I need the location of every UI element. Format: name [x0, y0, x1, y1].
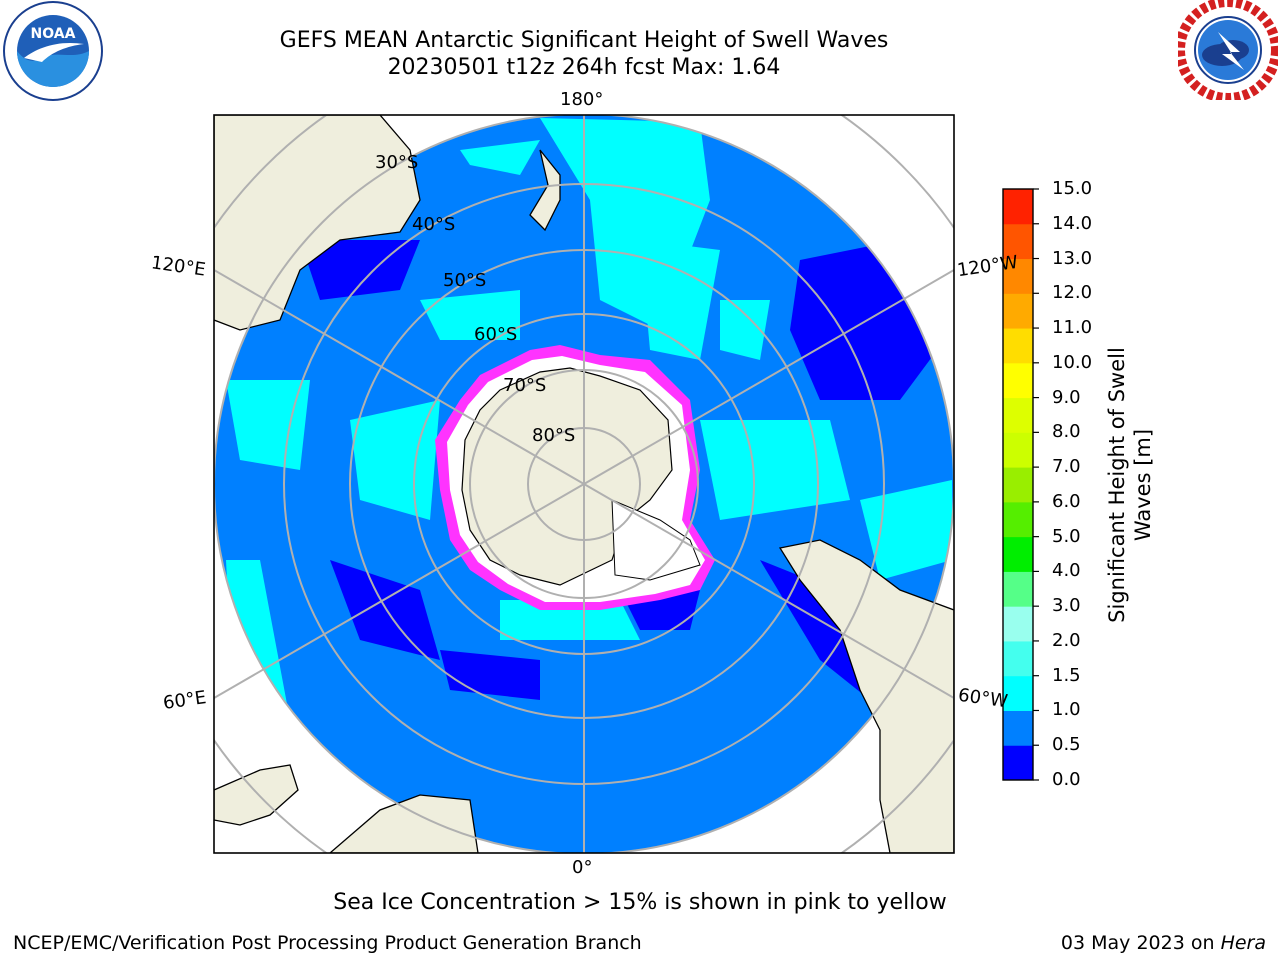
- colorbar-title: Significant Height of Swell Waves [m]: [1104, 325, 1156, 645]
- colorbar-segment: [1003, 501, 1033, 538]
- land-masses: [214, 115, 954, 853]
- colorbar-tick-label: 10.0: [1052, 351, 1093, 373]
- colorbar-segment: [1003, 675, 1033, 711]
- nws-logo-icon: [1175, 0, 1280, 104]
- colorbar-tick-label: 4.0: [1052, 560, 1081, 582]
- colorbar-segment: [1003, 432, 1033, 468]
- lat-label-30s: 30°S: [375, 152, 419, 173]
- colorbar-tick-label: 5.0: [1052, 525, 1081, 547]
- colorbar-frame: [1002, 188, 1034, 781]
- colorbar-tick-label: 2.0: [1052, 629, 1081, 651]
- colorbar-tick-label: 11.0: [1052, 317, 1093, 339]
- colorbar-tick-label: 1.0: [1052, 699, 1081, 721]
- colorbar-tick-label: 7.0: [1052, 456, 1081, 478]
- colorbar-segment: [1003, 536, 1033, 572]
- colorbar-tick-label: 8.0: [1052, 421, 1081, 443]
- lon-label-180: 180°: [560, 89, 604, 110]
- colorbar-tick-label: 15.0: [1052, 178, 1093, 199]
- antarctica: [435, 345, 715, 610]
- lat-label-40s: 40°S: [412, 214, 456, 235]
- graticule: [214, 115, 954, 853]
- colorbar-segment: [1003, 710, 1033, 746]
- lat-label-80s: 80°S: [532, 425, 576, 446]
- colorbar-segment: [1003, 362, 1033, 399]
- colorbar: [1002, 188, 1039, 781]
- colorbar-tick-label: 13.0: [1052, 247, 1093, 269]
- colorbar-segment: [1003, 467, 1033, 503]
- colorbar-tick-label: 12.0: [1052, 282, 1093, 304]
- colorbar-segment: [1003, 223, 1033, 260]
- lat-label-50s: 50°S: [443, 270, 487, 291]
- colorbar-segment: [1003, 293, 1033, 329]
- colorbar-segment: [1003, 745, 1033, 781]
- colorbar-tick-label: 0.5: [1052, 734, 1081, 756]
- colorbar-segment: [1003, 571, 1033, 607]
- colorbar-segment: [1003, 189, 1033, 225]
- colorbar-segment: [1003, 606, 1033, 642]
- colorbar-segment: [1003, 258, 1033, 294]
- colorbar-segment: [1003, 397, 1033, 433]
- footer-branch: NCEP/EMC/Verification Post Processing Pr…: [13, 932, 642, 954]
- lon-label-0: 0°: [572, 857, 593, 878]
- colorbar-tick-label: 0.0: [1052, 769, 1081, 790]
- colorbar-tick-label: 9.0: [1052, 386, 1081, 408]
- footer-machine: Hera: [1220, 932, 1266, 954]
- footer-date-text: 03 May 2023 on: [1060, 932, 1221, 954]
- noaa-logo-icon: NOAA: [2, 0, 104, 106]
- colorbar-tick-label: 1.5: [1052, 664, 1081, 686]
- lat-label-60s: 60°S: [474, 324, 518, 345]
- colorbar-tick-label: 3.0: [1052, 595, 1081, 617]
- colorbar-title-line2: Waves [m]: [1131, 428, 1155, 542]
- colorbar-title-line1: Significant Height of Swell: [1105, 347, 1129, 623]
- map-subtitle: 20230501 t12z 264h fcst Max: 1.64: [387, 55, 781, 80]
- lat-label-70s: 70°S: [503, 375, 547, 396]
- footer-date: 03 May 2023 on Hera: [1061, 932, 1266, 954]
- colorbar-tick-label: 14.0: [1052, 212, 1093, 234]
- map-title: GEFS MEAN Antarctic Significant Height o…: [279, 28, 889, 53]
- map-frame: [213, 114, 955, 854]
- svg-text:NOAA: NOAA: [31, 26, 76, 42]
- colorbar-tick-label: 6.0: [1052, 490, 1081, 512]
- sea-ice-note: Sea Ice Concentration > 15% is shown in …: [333, 890, 947, 915]
- colorbar-segment: [1003, 328, 1033, 364]
- colorbar-segment: [1003, 640, 1033, 677]
